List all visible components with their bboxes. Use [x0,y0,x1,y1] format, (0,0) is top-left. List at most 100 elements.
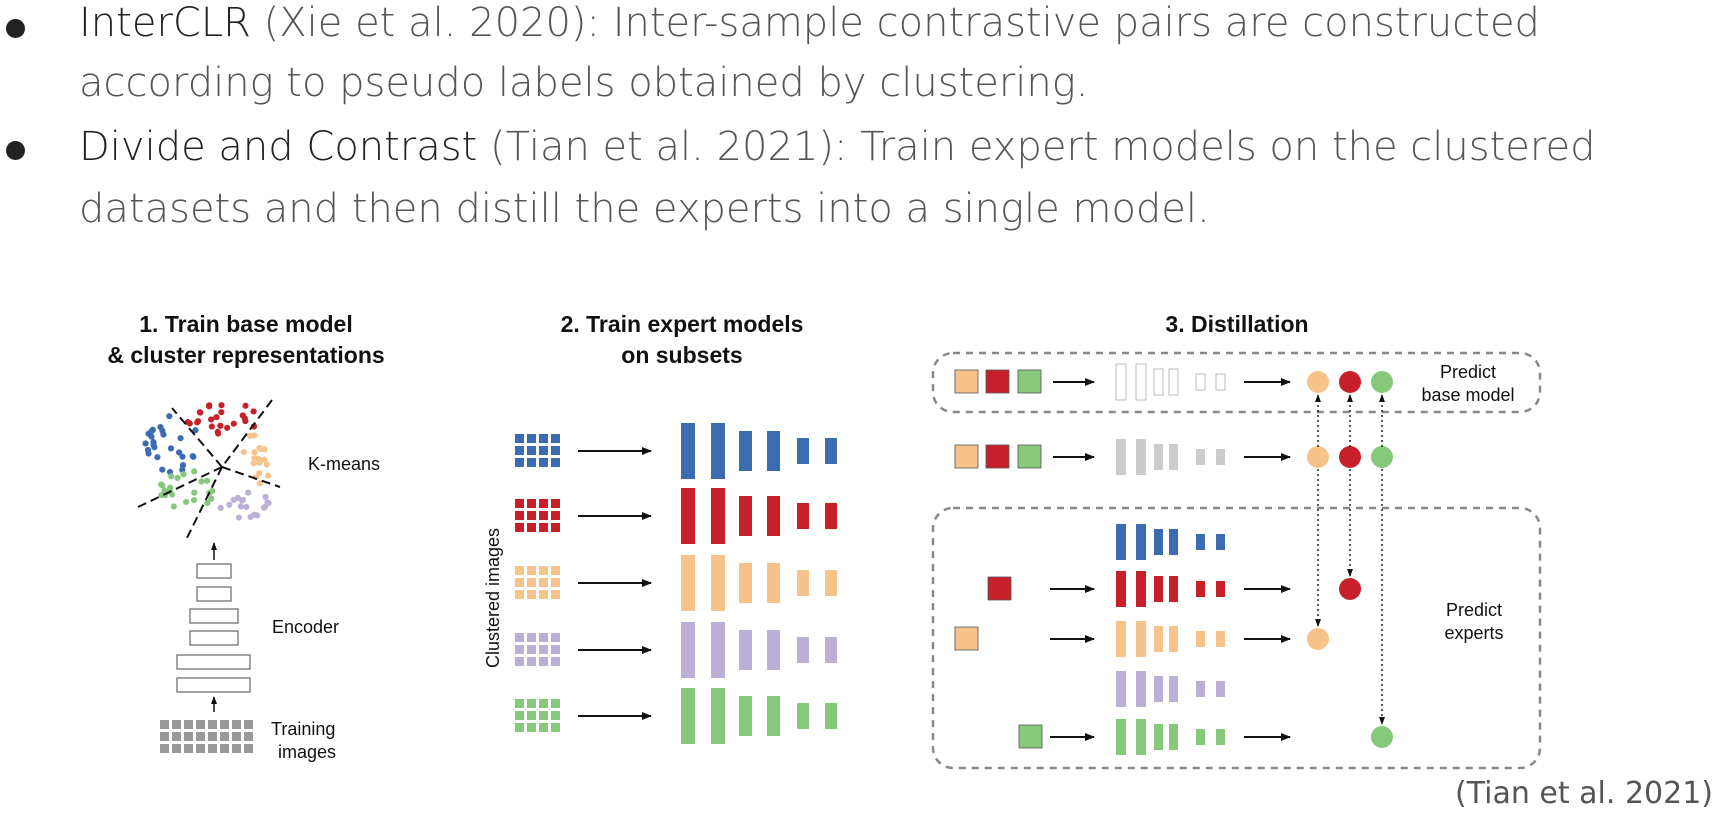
image-tile [527,711,536,720]
data-point [239,496,247,503]
student-prediction-red [1339,446,1361,468]
network-layer [797,503,809,529]
image-tile [527,458,536,467]
image-tile [527,723,536,732]
kmeans-cluster [217,489,272,521]
data-point [179,453,186,460]
image-tile [551,711,560,720]
network-layer [1216,729,1225,745]
network-layer [1116,621,1126,657]
image-tile [539,523,548,532]
data-point [204,499,211,507]
data-point [168,473,175,480]
image-tile [527,523,536,532]
data-point [255,455,262,462]
image-tile [184,732,193,741]
kmeans-cluster [184,402,258,437]
expert-prediction-red [1339,578,1361,600]
network-layer [1216,534,1225,550]
data-point [217,504,224,511]
network-layer [1196,681,1205,697]
image-tile [551,434,560,443]
cluster-images [515,699,560,732]
data-point [213,414,220,421]
network-layer [1116,524,1126,560]
bullet-term: Divide and Contrast [79,124,478,170]
bullet-text: (Xie et al. 2020): Inter-sample contrast… [250,0,1540,46]
network-layer [1136,439,1146,475]
expert-network-orange [1116,621,1225,657]
network-layer [797,570,809,596]
network-layer [1196,631,1205,647]
data-point [215,430,222,437]
data-point [191,468,198,475]
data-point [218,402,225,409]
image-tile [208,720,217,729]
image-tile [515,523,524,532]
data-point [148,433,155,440]
data-point [243,503,250,510]
data-point [192,427,199,434]
training-label-line2: images [278,742,336,762]
image-tile [539,499,548,508]
image-tile [539,446,548,455]
input-square-orange [954,369,979,394]
network-layer [711,622,725,678]
data-point [142,440,149,447]
image-tile [515,434,524,443]
image-tile [551,590,560,599]
data-point [246,432,254,440]
image-tile [551,645,560,654]
network-layer [825,703,837,729]
image-tile [184,744,193,753]
image-tile [527,566,536,575]
image-tile [220,732,229,741]
data-point [168,491,176,498]
network-layer [739,630,752,670]
kmeans-label: K-means [308,454,380,474]
network-layer [767,431,780,471]
network-layer [1154,724,1163,750]
data-point [250,460,257,467]
network-layer [825,570,837,596]
image-tile [515,645,524,654]
network-layer [1154,529,1163,555]
image-tile [196,744,205,753]
data-point [196,409,203,416]
network-layer [825,503,837,529]
data-point [190,453,197,460]
network-layer [1116,571,1126,607]
encoder-network [176,563,251,693]
data-point [167,484,174,491]
base-label-line1: Predict [1440,362,1496,382]
input-square-red [985,444,1010,469]
experts-label-line1: Predict [1446,600,1502,620]
expert-prediction-green [1371,726,1393,748]
input-square-red [987,576,1012,601]
image-tile [196,732,205,741]
kmeans-cluster [240,432,272,487]
image-tile [515,699,524,708]
image-tile [551,578,560,587]
base-label-line2: base model [1421,385,1514,405]
network-layer [1215,373,1226,391]
image-tile [160,744,169,753]
training-label-line1: Training [271,719,335,739]
network-layer [1136,621,1146,657]
image-tile [551,723,560,732]
bullet-dot [6,19,25,38]
image-tile [244,720,253,729]
network-layer [739,696,752,736]
image-tile [551,458,560,467]
network-layer [681,423,695,479]
data-point [208,423,215,430]
experts-box [931,506,1542,770]
data-point [255,470,263,477]
network-layer [1216,449,1225,465]
bullet-line-2: according to pseudo labels obtained by c… [79,60,1089,106]
expert-prediction-orange [1307,628,1329,650]
image-tile [172,732,181,741]
image-tile [160,720,169,729]
data-point [254,512,261,519]
network-layer [739,431,752,471]
